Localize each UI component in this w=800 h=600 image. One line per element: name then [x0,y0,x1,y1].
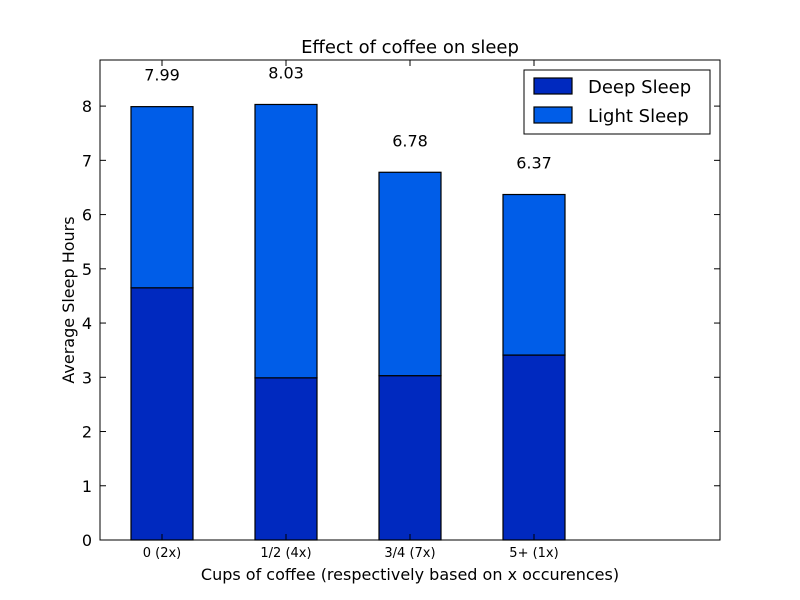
x-axis: 0 (2x) 1/2 (4x) 3/4 (7x) 5+ (1x) [143,60,559,561]
x-tick-label: 5+ (1x) [509,546,558,561]
y-tick-label: 2 [82,423,92,442]
bar-total-label: 6.78 [392,131,428,150]
chart-title: Effect of coffee on sleep [301,37,519,58]
legend-label-deep-sleep: Deep Sleep [588,77,691,98]
bars-group [130,103,566,541]
legend: Deep Sleep Light Sleep [523,69,711,135]
y-axis: 0 1 2 3 4 5 6 7 8 [82,97,720,550]
bar-light-sleep-2 [378,171,442,377]
bar-total-label: 8.03 [268,63,304,82]
bar-deep-sleep-2 [378,375,442,541]
x-tick-label: 0 (2x) [143,546,182,561]
bar-light-sleep-0 [130,106,194,289]
legend-label-light-sleep: Light Sleep [588,106,689,127]
legend-swatch-deep-sleep [533,77,573,95]
bar-light-sleep-3 [502,193,566,356]
plot-frame [99,59,721,541]
total-labels: 7.99 8.03 6.78 6.37 [144,63,552,172]
y-tick-label: 5 [82,260,92,279]
bar-deep-sleep-1 [254,377,318,541]
y-tick-label: 7 [82,151,92,170]
bar-deep-sleep-3 [502,354,566,541]
y-tick-label: 4 [82,314,92,333]
bar-total-label: 7.99 [144,66,180,85]
bar-light-sleep-1 [254,103,318,379]
y-tick-label: 3 [82,368,92,387]
x-tick-label: 1/2 (4x) [260,546,311,561]
y-axis-label: Average Sleep Hours [59,216,78,383]
y-tick-label: 1 [82,477,92,496]
x-tick-label: 3/4 (7x) [384,546,435,561]
bar-deep-sleep-0 [130,287,194,541]
y-tick-label: 0 [82,531,92,550]
y-tick-label: 8 [82,97,92,116]
y-tick-label: 6 [82,206,92,225]
x-axis-label: Cups of coffee (respectively based on x … [201,565,619,584]
bar-total-label: 6.37 [516,154,552,173]
legend-swatch-light-sleep [533,106,573,124]
